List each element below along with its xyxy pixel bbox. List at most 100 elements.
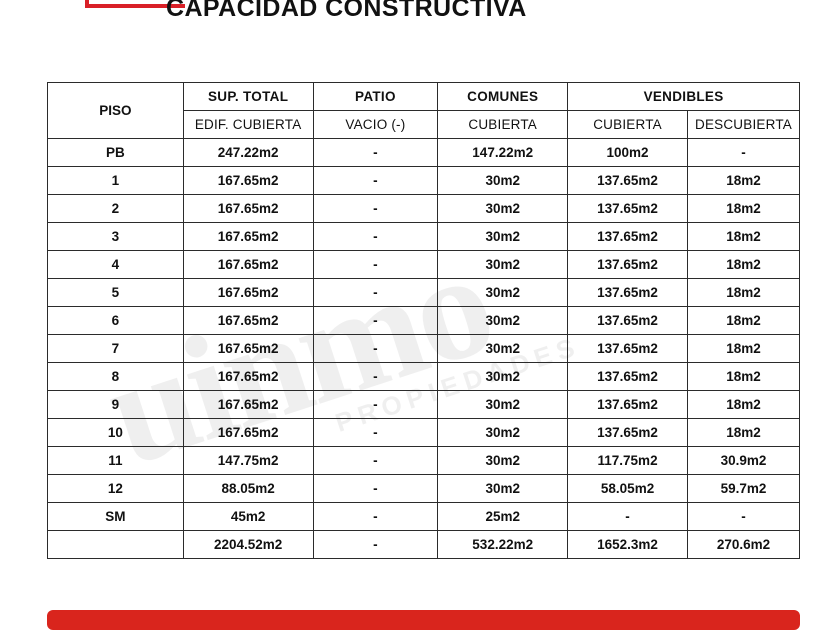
cell-vendibles-descubierta: 18m2 [686, 390, 801, 419]
table-row: 2204.52m2-532.22m2 1652.3m2 270.6m2 [47, 530, 801, 559]
cell-vendibles-cubierta: 58.05m2 [567, 474, 688, 503]
cell-sup-total: 167.65m2 [182, 390, 314, 419]
table-row: 2 167.65m2-30m2 137.65m2 18m2 [47, 194, 801, 223]
cell-piso: 4 [47, 250, 184, 279]
subheader-vacio: VACIO (-) [312, 110, 439, 139]
cell-vendibles-descubierta: 59.7m2 [686, 474, 801, 503]
cell-sup-total: 167.65m2 [182, 418, 314, 447]
cell-patio: - [312, 166, 439, 195]
cell-vendibles-descubierta: 18m2 [686, 222, 801, 251]
table-row: 7 167.65m2-30m2 137.65m2 18m2 [47, 334, 801, 363]
subheader-vendibles-descubierta: DESCUBIERTA [686, 110, 801, 139]
page-title: CAPACIDAD CONSTRUCTIVA [166, 0, 527, 22]
cell-comunes: 30m2 [437, 278, 569, 307]
cell-sup-total: 167.65m2 [182, 166, 314, 195]
cell-vendibles-descubierta: 18m2 [686, 194, 801, 223]
cell-comunes: 25m2 [437, 502, 569, 531]
cell-comunes: 30m2 [437, 362, 569, 391]
cell-patio: - [312, 418, 439, 447]
cell-sup-total: 167.65m2 [182, 362, 314, 391]
cell-vendibles-descubierta: - [686, 502, 801, 531]
table-row: 11 147.75m2-30m2 117.75m2 30.9m2 [47, 446, 801, 475]
cell-patio: - [312, 278, 439, 307]
cell-vendibles-cubierta: 137.65m2 [567, 194, 688, 223]
column-header-comunes: COMUNES [437, 82, 569, 111]
cell-vendibles-cubierta: 137.65m2 [567, 306, 688, 335]
cell-sup-total: 167.65m2 [182, 250, 314, 279]
cell-comunes: 30m2 [437, 418, 569, 447]
cell-patio: - [312, 306, 439, 335]
cell-patio: - [312, 250, 439, 279]
cell-patio: - [312, 334, 439, 363]
cell-piso: 12 [47, 474, 184, 503]
cell-comunes: 30m2 [437, 306, 569, 335]
cell-patio: - [312, 362, 439, 391]
cell-comunes: 30m2 [437, 166, 569, 195]
cell-sup-total: 147.75m2 [182, 446, 314, 475]
cell-vendibles-descubierta: 18m2 [686, 166, 801, 195]
subheader-comunes-cubierta: CUBIERTA [437, 110, 569, 139]
bracket-horizontal-bar [85, 4, 185, 8]
cell-piso: 3 [47, 222, 184, 251]
table-row: 6 167.65m2-30m2 137.65m2 18m2 [47, 306, 801, 335]
table-header: PISO SUP. TOTAL PATIO COMUNES VENDIBLES … [47, 82, 801, 139]
cell-patio: - [312, 502, 439, 531]
cell-vendibles-descubierta: 18m2 [686, 362, 801, 391]
cell-patio: - [312, 446, 439, 475]
cell-sup-total: 2204.52m2 [182, 530, 314, 559]
column-header-patio: PATIO [312, 82, 439, 111]
cell-vendibles-descubierta: 30.9m2 [686, 446, 801, 475]
cell-piso: SM [47, 502, 184, 531]
table-body: PB 247.22m2-147.22m2 100m2-1 167.65m2-30m2 1… [47, 138, 801, 559]
cell-vendibles-cubierta: 117.75m2 [567, 446, 688, 475]
cell-sup-total: 167.65m2 [182, 278, 314, 307]
table-header-row-subgroups: EDIF. CUBIERTA VACIO (-) CUBIERTA CUBIER… [48, 110, 801, 139]
cell-vendibles-cubierta: 137.65m2 [567, 334, 688, 363]
cell-piso: PB [47, 138, 184, 167]
cell-vendibles-cubierta: 137.65m2 [567, 278, 688, 307]
table-row: SM 45m2-25m2- - [47, 502, 801, 531]
cell-vendibles-cubierta: 137.65m2 [567, 418, 688, 447]
cell-comunes: 147.22m2 [437, 138, 569, 167]
cell-vendibles-cubierta: 100m2 [567, 138, 688, 167]
cell-comunes: 30m2 [437, 446, 569, 475]
cell-patio: - [312, 474, 439, 503]
cell-comunes: 30m2 [437, 390, 569, 419]
cell-patio: - [312, 138, 439, 167]
capacity-table: PISO SUP. TOTAL PATIO COMUNES VENDIBLES … [47, 82, 801, 559]
cell-sup-total: 45m2 [182, 502, 314, 531]
table-row: 9 167.65m2-30m2 137.65m2 18m2 [47, 390, 801, 419]
header-band: CAPACIDAD CONSTRUCTIVA [0, 0, 840, 52]
cell-sup-total: 88.05m2 [182, 474, 314, 503]
table-row: 10 167.65m2-30m2 137.65m2 18m2 [47, 418, 801, 447]
cell-vendibles-cubierta: - [567, 502, 688, 531]
table-row: 4 167.65m2-30m2 137.65m2 18m2 [47, 250, 801, 279]
cell-piso: 2 [47, 194, 184, 223]
cell-vendibles-cubierta: 137.65m2 [567, 390, 688, 419]
cell-comunes: 30m2 [437, 222, 569, 251]
cell-vendibles-cubierta: 1652.3m2 [567, 530, 688, 559]
cell-vendibles-cubierta: 137.65m2 [567, 222, 688, 251]
cell-sup-total: 167.65m2 [182, 334, 314, 363]
cell-vendibles-descubierta: 18m2 [686, 278, 801, 307]
cell-patio: - [312, 530, 439, 559]
cell-vendibles-descubierta: 18m2 [686, 334, 801, 363]
cell-comunes: 30m2 [437, 334, 569, 363]
cell-vendibles-descubierta: 18m2 [686, 250, 801, 279]
table-row: 8 167.65m2-30m2 137.65m2 18m2 [47, 362, 801, 391]
cell-comunes: 30m2 [437, 194, 569, 223]
column-header-sup-total: SUP. TOTAL [182, 82, 314, 111]
table-header-row-groups: PISO SUP. TOTAL PATIO COMUNES VENDIBLES [47, 82, 800, 139]
cell-piso: 1 [47, 166, 184, 195]
red-bracket-mark [85, 0, 185, 22]
cell-piso: 11 [47, 446, 184, 475]
bottom-accent-bar [47, 610, 800, 630]
column-header-piso: PISO [47, 82, 184, 139]
cell-piso: 9 [47, 390, 184, 419]
cell-piso: 5 [47, 278, 184, 307]
table-row: 5 167.65m2-30m2 137.65m2 18m2 [47, 278, 801, 307]
table-row: PB 247.22m2-147.22m2 100m2- [47, 138, 801, 167]
cell-vendibles-descubierta: 270.6m2 [686, 530, 801, 559]
table-row: 1 167.65m2-30m2 137.65m2 18m2 [47, 166, 801, 195]
cell-sup-total: 167.65m2 [182, 222, 314, 251]
